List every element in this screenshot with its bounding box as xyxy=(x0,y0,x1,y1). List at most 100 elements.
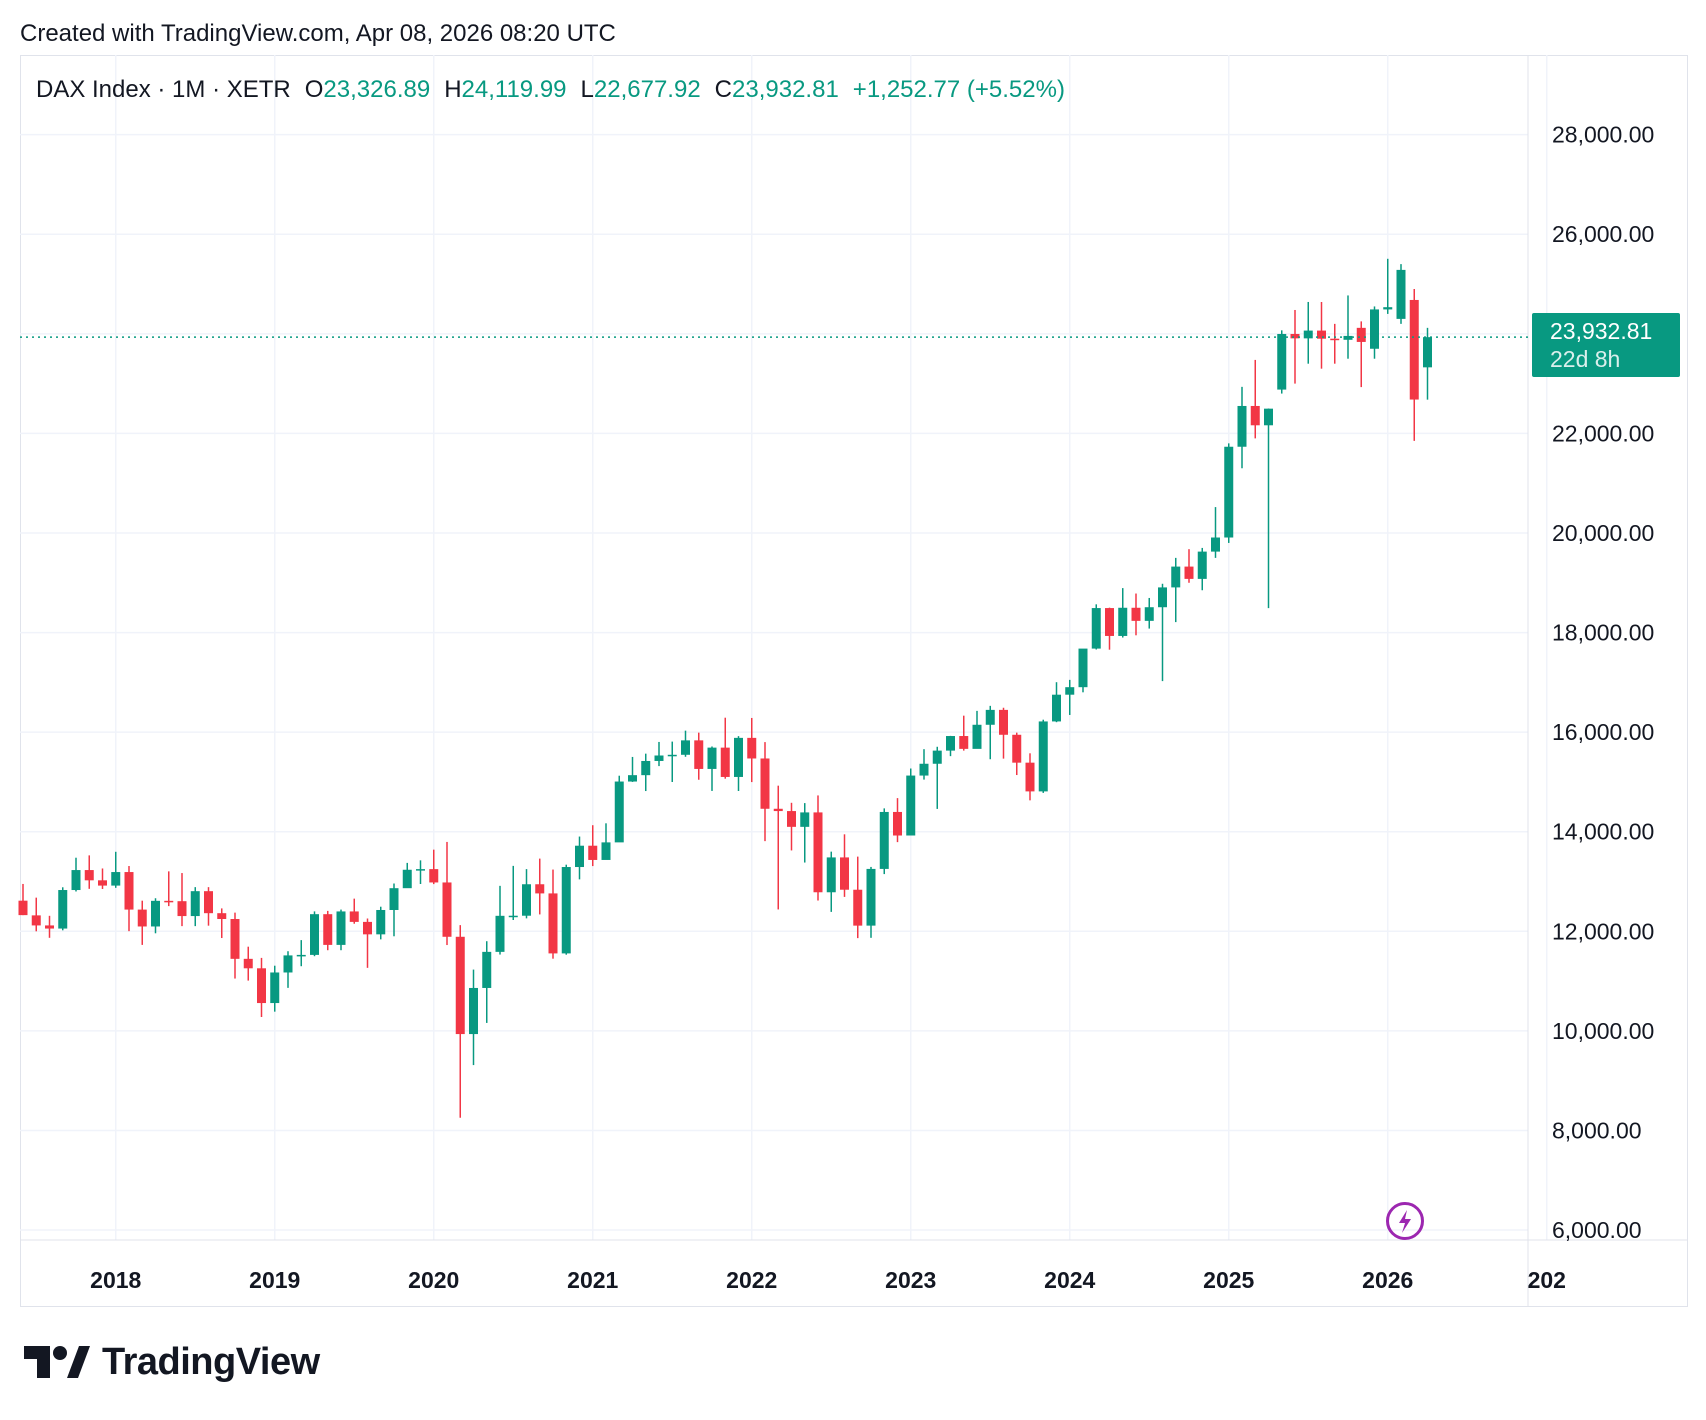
candle[interactable] xyxy=(429,849,439,885)
candle[interactable] xyxy=(1158,583,1167,682)
candle[interactable] xyxy=(177,873,187,927)
candle[interactable] xyxy=(1317,302,1326,369)
symbol-legend[interactable]: DAX Index · 1M · XETR O23,326.89 H24,119.9… xyxy=(36,76,1065,104)
symbol-name[interactable]: DAX Index · 1M · XETR xyxy=(36,76,291,103)
candle[interactable] xyxy=(1330,323,1340,364)
candle[interactable] xyxy=(893,798,902,843)
candle[interactable] xyxy=(45,915,54,938)
candle[interactable] xyxy=(946,735,955,757)
candle[interactable] xyxy=(1356,321,1366,388)
candle[interactable] xyxy=(959,715,969,751)
candle[interactable] xyxy=(389,883,399,937)
candle[interactable] xyxy=(283,951,293,988)
candle[interactable] xyxy=(972,710,982,749)
candle[interactable] xyxy=(84,855,94,889)
candle[interactable] xyxy=(469,969,478,1066)
candle[interactable] xyxy=(336,909,346,951)
candle[interactable] xyxy=(1197,547,1207,591)
candle[interactable] xyxy=(561,864,571,955)
candle[interactable] xyxy=(999,707,1008,759)
candle[interactable] xyxy=(985,705,995,760)
candle[interactable] xyxy=(1052,682,1061,723)
candle[interactable] xyxy=(442,841,452,946)
candle[interactable] xyxy=(1211,507,1220,558)
candle[interactable] xyxy=(1144,597,1154,629)
candle[interactable] xyxy=(628,756,637,782)
candle[interactable] xyxy=(1105,607,1114,650)
candle[interactable] xyxy=(588,825,598,867)
candle[interactable] xyxy=(455,925,465,1118)
candle[interactable] xyxy=(1091,604,1101,650)
candle[interactable] xyxy=(1290,309,1300,384)
candle[interactable] xyxy=(363,918,372,968)
candle[interactable] xyxy=(1224,443,1234,543)
flash-icon[interactable] xyxy=(1386,1202,1424,1240)
candle[interactable] xyxy=(1303,301,1313,364)
candle[interactable] xyxy=(932,746,942,809)
candle[interactable] xyxy=(58,887,68,931)
candle[interactable] xyxy=(866,866,876,938)
candle[interactable] xyxy=(1396,264,1406,324)
candle[interactable] xyxy=(760,742,770,842)
candle[interactable] xyxy=(787,802,796,851)
candle[interactable] xyxy=(18,883,28,916)
candle[interactable] xyxy=(376,906,386,940)
candle[interactable] xyxy=(813,795,823,901)
candle[interactable] xyxy=(919,749,929,780)
candle[interactable] xyxy=(31,897,41,932)
candle[interactable] xyxy=(1171,557,1181,623)
candle[interactable] xyxy=(151,898,160,934)
candle[interactable] xyxy=(535,858,545,915)
candle[interactable] xyxy=(734,736,743,791)
candle[interactable] xyxy=(800,803,810,863)
candle[interactable] xyxy=(1264,408,1273,609)
candle[interactable] xyxy=(402,862,412,889)
candle[interactable] xyxy=(601,823,611,860)
candle[interactable] xyxy=(1025,753,1035,801)
candle[interactable] xyxy=(548,869,558,959)
candle[interactable] xyxy=(1383,258,1393,314)
candle[interactable] xyxy=(204,887,213,926)
candle[interactable] xyxy=(1012,732,1022,776)
candle[interactable] xyxy=(1343,295,1353,359)
candle[interactable] xyxy=(826,851,836,912)
candle[interactable] xyxy=(243,946,253,981)
candle[interactable] xyxy=(1131,593,1141,636)
candle[interactable] xyxy=(575,836,584,880)
candle[interactable] xyxy=(522,869,531,919)
candle[interactable] xyxy=(1277,330,1287,394)
candle[interactable] xyxy=(1078,648,1088,693)
candle[interactable] xyxy=(230,912,240,979)
candle[interactable] xyxy=(495,885,505,955)
candle[interactable] xyxy=(217,908,227,939)
candle[interactable] xyxy=(654,741,664,767)
candle[interactable] xyxy=(1250,359,1260,439)
candle[interactable] xyxy=(98,868,107,889)
candle[interactable] xyxy=(720,717,730,779)
candle[interactable] xyxy=(124,866,134,932)
candle[interactable] xyxy=(1409,289,1419,441)
candle[interactable] xyxy=(323,910,333,951)
candle[interactable] xyxy=(416,860,425,885)
candle[interactable] xyxy=(1118,588,1128,638)
candle[interactable] xyxy=(71,857,81,892)
candle[interactable] xyxy=(906,768,916,836)
candle[interactable] xyxy=(137,900,147,945)
candle[interactable] xyxy=(773,785,783,910)
candle[interactable] xyxy=(1370,306,1379,359)
candle[interactable] xyxy=(508,865,518,921)
candle[interactable] xyxy=(840,834,849,897)
candle[interactable] xyxy=(747,717,757,783)
candle[interactable] xyxy=(1038,719,1048,793)
candle[interactable] xyxy=(349,898,359,924)
candle[interactable] xyxy=(482,941,492,1023)
candle[interactable] xyxy=(641,753,651,792)
candle[interactable] xyxy=(667,741,677,782)
candle[interactable] xyxy=(310,911,319,957)
candle[interactable] xyxy=(614,775,624,843)
candle[interactable] xyxy=(296,940,306,967)
candle[interactable] xyxy=(111,851,121,888)
candle[interactable] xyxy=(190,887,200,927)
candle[interactable] xyxy=(879,808,889,875)
